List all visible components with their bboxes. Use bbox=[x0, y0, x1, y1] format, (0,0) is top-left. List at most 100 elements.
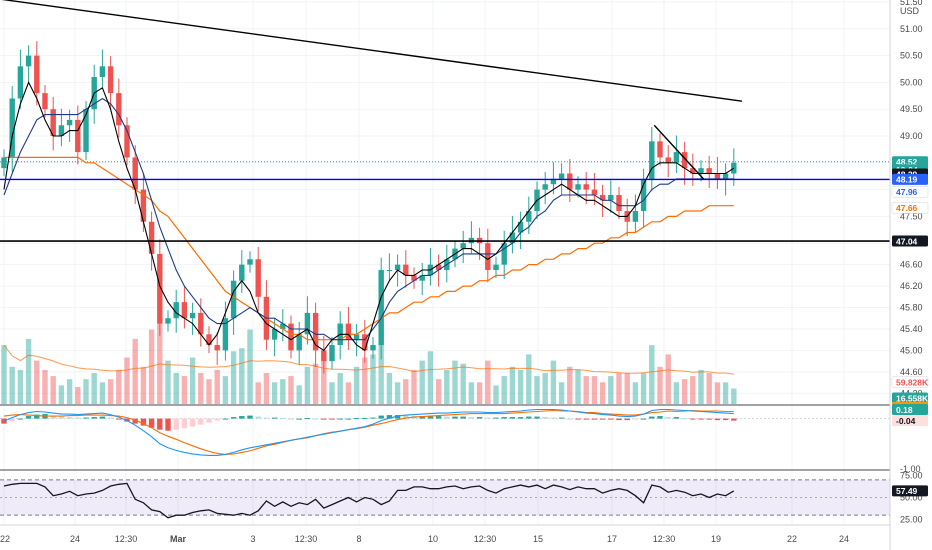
price-pane[interactable] bbox=[0, 0, 890, 404]
candle-body bbox=[690, 168, 696, 174]
volume-bar bbox=[263, 373, 270, 404]
macd-histogram-bar bbox=[517, 417, 524, 419]
macd-histogram-bar bbox=[17, 418, 24, 420]
macd-pane[interactable] bbox=[0, 408, 890, 456]
candle-body bbox=[198, 312, 204, 335]
candle-body bbox=[9, 98, 15, 158]
price-axis[interactable]: USD 51.5051.0050.5050.0049.5049.0048.504… bbox=[889, 0, 929, 550]
volume-bar bbox=[608, 376, 614, 404]
candle-body bbox=[34, 55, 40, 94]
candle-body bbox=[673, 152, 680, 163]
macd-histogram-bar bbox=[239, 416, 245, 419]
volume-bar bbox=[624, 373, 630, 404]
macd-histogram-bar bbox=[230, 417, 237, 419]
volume-bar bbox=[312, 363, 319, 404]
volume-bar bbox=[526, 354, 532, 404]
time-tick-label: 22 bbox=[0, 534, 10, 544]
volume-bar bbox=[394, 382, 401, 404]
candle-body bbox=[173, 302, 179, 319]
volume-bar bbox=[337, 373, 343, 404]
macd-histogram-bar bbox=[288, 418, 294, 420]
rsi-pane[interactable] bbox=[0, 479, 890, 519]
macd-histogram-bar bbox=[673, 417, 680, 419]
macd-histogram-bar bbox=[649, 416, 655, 419]
candle-body bbox=[558, 173, 565, 179]
volume-bar bbox=[288, 376, 294, 404]
macd-histogram-bar bbox=[608, 418, 614, 420]
volume-bar bbox=[567, 366, 573, 404]
price-tick-label: 45.40 bbox=[900, 324, 923, 334]
time-tick-label: 12:30 bbox=[115, 534, 138, 544]
candle-body bbox=[722, 173, 729, 179]
volume-bar bbox=[435, 379, 442, 404]
volume-bar bbox=[34, 360, 40, 404]
candle-body bbox=[353, 334, 360, 340]
volume-bar bbox=[230, 351, 237, 404]
candle-body bbox=[116, 93, 122, 126]
ma-black-line bbox=[3, 81, 735, 352]
volume-bar bbox=[148, 329, 155, 404]
macd-histogram-bar bbox=[698, 418, 704, 420]
macd-histogram-bar bbox=[321, 418, 327, 420]
candle-body bbox=[50, 109, 56, 136]
volume-bar bbox=[640, 373, 647, 404]
volume-bar bbox=[198, 373, 204, 404]
price-tag: 48.19 bbox=[892, 173, 928, 185]
price-tick-label: 49.00 bbox=[900, 131, 923, 141]
volume-ma-tag-bg bbox=[891, 376, 929, 388]
candle-body bbox=[567, 173, 573, 190]
volume-bar bbox=[722, 382, 729, 404]
volume-bar bbox=[731, 388, 737, 404]
time-tick-label: 12:30 bbox=[474, 534, 497, 544]
trend-lines[interactable] bbox=[1, 0, 743, 180]
price-tick-label: 51.00 bbox=[900, 24, 923, 34]
candle-body bbox=[681, 152, 688, 169]
macd-histogram-bar bbox=[132, 418, 138, 424]
price-tag-bg bbox=[892, 173, 928, 185]
candle-body bbox=[460, 243, 466, 249]
macd-histogram-bar bbox=[263, 417, 270, 419]
volume-bar bbox=[444, 369, 450, 404]
volume-bar bbox=[403, 379, 409, 404]
candle-body bbox=[575, 184, 581, 190]
volume-bar bbox=[280, 379, 286, 404]
volume-bar bbox=[632, 382, 639, 404]
price-tick-label: 50.50 bbox=[900, 51, 923, 61]
time-tick-label: 19 bbox=[711, 534, 721, 544]
volume-bar bbox=[165, 360, 171, 404]
macd-histogram-bar bbox=[58, 416, 65, 419]
candle-body bbox=[706, 168, 712, 174]
candle-body bbox=[731, 162, 737, 174]
volume-bar bbox=[370, 354, 376, 404]
candle-body bbox=[345, 323, 352, 340]
volume-bar bbox=[304, 366, 311, 404]
volume-bar bbox=[698, 369, 704, 404]
candle-body bbox=[714, 173, 721, 179]
candle-body bbox=[1, 157, 7, 169]
macd-histogram-bar bbox=[591, 418, 598, 420]
volume-bars bbox=[1, 323, 737, 404]
price-tag-text: 48.52 bbox=[896, 157, 918, 167]
candle-body bbox=[403, 264, 409, 276]
candle-body bbox=[271, 328, 278, 340]
time-axis[interactable]: 22 24 12:30 Mar 3 12:30 8 10 12:30 15 17 12:30 19 22 2… bbox=[0, 534, 849, 544]
candle-body bbox=[526, 211, 532, 222]
horizontal-lines[interactable] bbox=[0, 161, 890, 242]
price-tick-label: 45.00 bbox=[900, 345, 923, 355]
candle-body bbox=[411, 275, 417, 281]
price-tick-label: 46.20 bbox=[900, 281, 923, 291]
candle-body bbox=[214, 345, 220, 351]
candle-body bbox=[140, 189, 147, 222]
volume-bar bbox=[591, 376, 598, 404]
volume-bar bbox=[345, 382, 352, 404]
macd-histogram-bar bbox=[435, 416, 442, 419]
candle-body bbox=[583, 184, 589, 190]
volume-bar bbox=[649, 345, 655, 404]
macd-histogram-bar bbox=[189, 418, 196, 427]
volume-bar bbox=[460, 363, 466, 404]
macd-histogram-bar bbox=[75, 417, 81, 419]
volume-bar bbox=[58, 385, 65, 404]
candle-body bbox=[107, 66, 114, 94]
macd-histogram-bar bbox=[599, 418, 606, 420]
